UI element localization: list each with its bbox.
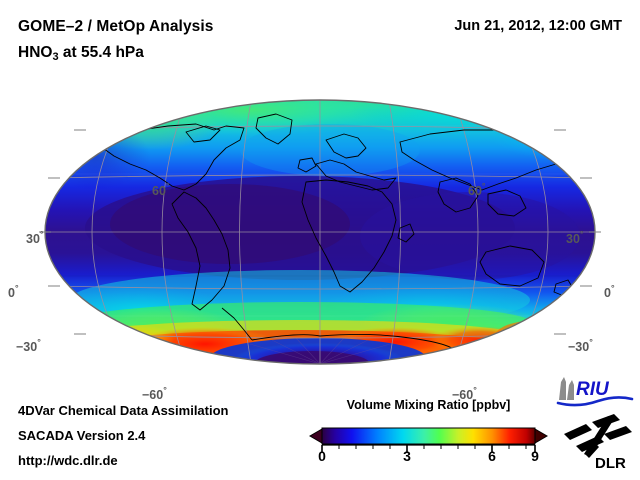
lat-label-30s-left: −30° [16, 337, 41, 355]
lat-label-60s-left: −60° [142, 385, 167, 403]
latitude-ticks [39, 129, 601, 335]
coast-australia [479, 245, 545, 287]
datetime-label: Jun 21, 2012, 12:00 GMT [454, 18, 622, 34]
map-panel: 60° 30° 0° −30° −60° 60° 30° 0° −30° −60… [0, 86, 640, 402]
coast-antarctic-peninsula [221, 307, 253, 341]
riu-wordmark: RIU [576, 379, 610, 400]
coast-southeast-asia [487, 189, 527, 217]
coastlines [99, 113, 575, 349]
siberia-plume [490, 104, 595, 160]
mollweide-map [39, 99, 601, 365]
lat-label-30n-left: 30° [26, 229, 44, 247]
coast-south-america [171, 191, 231, 311]
lat-label-30s-right: −30° [568, 337, 593, 355]
polar-convergence-spokes [249, 337, 391, 364]
coast-antarctica [251, 333, 453, 349]
species-level-text: at 55.4 hPa [58, 44, 144, 61]
colorbar-gradient [321, 427, 536, 445]
lat-label-60s-right: −60° [452, 385, 477, 403]
colorbar-extend-right-arrow [534, 428, 548, 444]
riu-smokestack-icon [559, 377, 574, 400]
dlr-logo: DLR [564, 414, 632, 472]
coast-greenland [255, 113, 293, 145]
lat-label-0-right: 0° [604, 283, 615, 301]
method-label: 4DVar Chemical Data Assimilation [18, 403, 229, 418]
meridian-60w [161, 104, 185, 360]
meridian-30w [239, 100, 252, 364]
colorbar-extend-left-arrow [309, 428, 323, 444]
atlantic-midlat-band [240, 124, 420, 176]
meridian-30e [388, 100, 401, 364]
tropical-minimum-core [110, 184, 350, 264]
colorbar-major-ticks [321, 445, 536, 452]
lat-label-30n-right: 30° [566, 229, 584, 247]
colorbar-tick-label-6: 6 [488, 448, 496, 464]
colorbar-tick-label-0: 0 [318, 448, 326, 464]
vortex-core-darkest [254, 351, 370, 364]
coast-north-america [99, 123, 245, 191]
coast-africa [301, 179, 397, 293]
data-field [45, 100, 595, 364]
colorbar-tick-label-9: 9 [531, 448, 539, 464]
lat-label-60n-left: 60° [152, 181, 170, 199]
colorbar-title: Volume Mixing Ratio [ppbv] [346, 398, 511, 412]
version-label: SACADA Version 2.4 [18, 428, 146, 443]
page-title: GOME–2 / MetOp Analysis [18, 18, 214, 35]
indian-ocean-low [360, 192, 580, 280]
species-formula-subscript: 3 [52, 51, 59, 63]
dlr-wordmark: DLR [595, 455, 626, 472]
colorbar-tick-label-3: 3 [403, 448, 411, 464]
species-formula-prefix: HNO [18, 44, 53, 61]
coast-british-isles [297, 157, 317, 173]
coast-hudson-bay [185, 125, 221, 143]
dlr-mark-icon [564, 414, 632, 458]
url-label[interactable]: http://wdc.dlr.de [18, 453, 118, 468]
lat-label-0-left: 0° [8, 283, 19, 301]
meridian-60e [455, 104, 479, 360]
riu-swoosh-icon [556, 396, 634, 407]
species-level-subtitle: HNO3 at 55.4 hPa [18, 44, 144, 63]
colorbar-minor-ticks [338, 445, 527, 449]
colorbar-scale [309, 427, 548, 452]
coast-india [437, 177, 479, 213]
coast-europe-mediterranean [315, 159, 397, 191]
lat-label-60n-right: 60° [468, 181, 486, 199]
riu-logo: RIU [556, 377, 634, 407]
coast-scandinavia [325, 133, 367, 159]
coast-madagascar [397, 223, 415, 243]
colorbar: Volume Mixing Ratio [ppbv] [306, 398, 551, 474]
